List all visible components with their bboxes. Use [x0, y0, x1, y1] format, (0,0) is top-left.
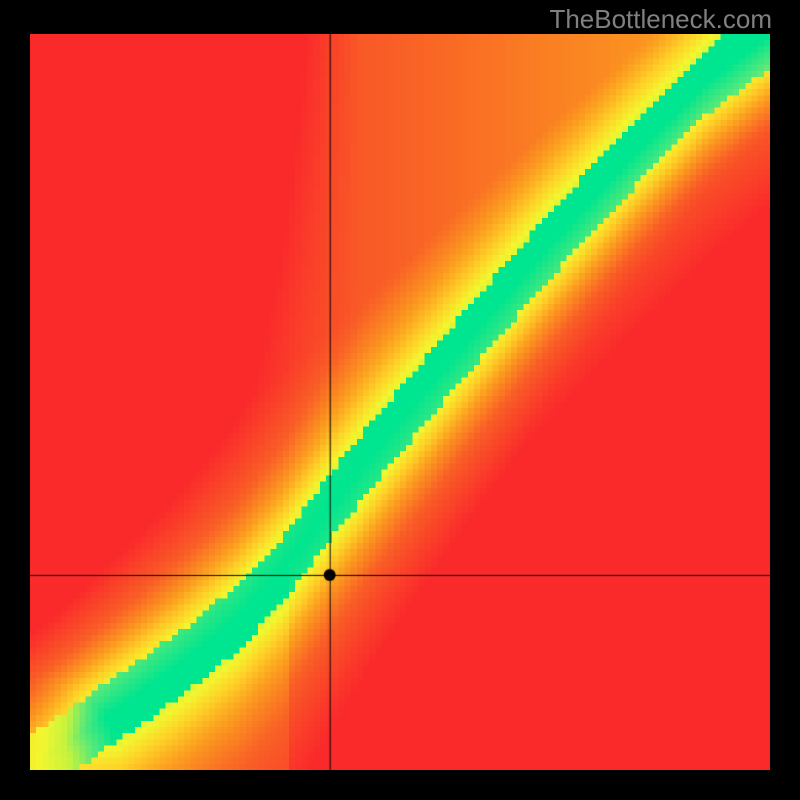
- watermark-text: TheBottleneck.com: [549, 4, 772, 35]
- bottleneck-heatmap: [30, 34, 770, 770]
- chart-container: TheBottleneck.com: [0, 0, 800, 800]
